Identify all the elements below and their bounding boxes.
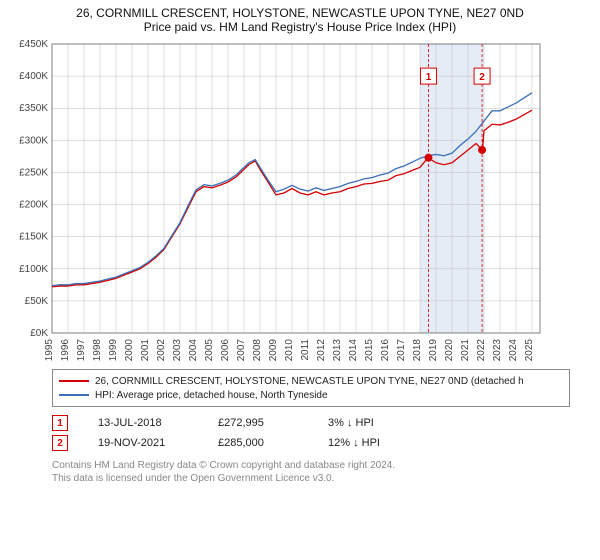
svg-text:2011: 2011 [300,339,311,361]
svg-text:2009: 2009 [268,339,279,362]
svg-text:2003: 2003 [172,339,183,362]
svg-text:£350K: £350K [19,103,48,114]
legend-label: 26, CORNMILL CRESCENT, HOLYSTONE, NEWCAS… [95,376,524,387]
svg-text:£300K: £300K [19,135,48,146]
legend-swatch [59,394,89,396]
svg-text:£100K: £100K [19,264,48,275]
marker-date: 19-NOV-2021 [98,437,188,449]
svg-text:2013: 2013 [332,339,343,362]
svg-text:1997: 1997 [76,339,87,362]
svg-text:1: 1 [426,72,432,83]
svg-text:2017: 2017 [396,339,407,362]
svg-text:2002: 2002 [156,339,167,362]
svg-text:1999: 1999 [108,339,119,362]
svg-text:2022: 2022 [476,339,487,362]
marker-price: £272,995 [218,417,298,429]
copyright-line: Contains HM Land Registry data © Crown c… [52,459,570,472]
marker-delta: 3% ↓ HPI [328,417,374,429]
svg-text:2007: 2007 [236,339,247,362]
svg-text:£450K: £450K [19,40,48,50]
svg-text:£50K: £50K [25,296,49,307]
svg-text:2019: 2019 [428,339,439,362]
svg-text:2005: 2005 [204,339,215,362]
svg-text:£0K: £0K [30,328,48,339]
svg-text:2004: 2004 [188,339,199,362]
svg-text:2025: 2025 [524,339,535,362]
svg-text:2018: 2018 [412,339,423,362]
svg-text:2010: 2010 [284,339,295,362]
svg-text:2023: 2023 [492,339,503,362]
title-subtitle: Price paid vs. HM Land Registry's House … [8,20,592,34]
svg-text:£150K: £150K [19,232,48,243]
marker-table: 1 13-JUL-2018 £272,995 3% ↓ HPI 2 19-NOV… [52,413,570,453]
marker-number-box: 2 [52,435,68,451]
svg-text:1996: 1996 [60,339,71,362]
svg-text:1998: 1998 [92,339,103,362]
svg-text:1995: 1995 [44,339,55,362]
svg-text:2000: 2000 [124,339,135,362]
svg-text:2: 2 [479,72,485,83]
legend-label: HPI: Average price, detached house, Nort… [95,390,328,401]
svg-text:£400K: £400K [19,71,48,82]
svg-text:2012: 2012 [316,339,327,362]
chart-header: 26, CORNMILL CRESCENT, HOLYSTONE, NEWCAS… [0,0,600,34]
svg-text:2014: 2014 [348,339,359,362]
marker-date: 13-JUL-2018 [98,417,188,429]
svg-text:£200K: £200K [19,200,48,211]
svg-text:£250K: £250K [19,167,48,178]
svg-text:2015: 2015 [364,339,375,362]
svg-text:2020: 2020 [444,339,455,362]
legend: 26, CORNMILL CRESCENT, HOLYSTONE, NEWCAS… [52,369,570,407]
svg-text:2001: 2001 [140,339,151,362]
marker-number-box: 1 [52,415,68,431]
svg-text:2024: 2024 [508,339,519,362]
legend-item: HPI: Average price, detached house, Nort… [59,388,563,402]
svg-text:2008: 2008 [252,339,263,362]
price-chart: £0K £50K £100K £150K £200K £250K £300K £350K £40… [8,40,592,365]
legend-item: 26, CORNMILL CRESCENT, HOLYSTONE, NEWCAS… [59,374,563,388]
marker-row: 2 19-NOV-2021 £285,000 12% ↓ HPI [52,433,570,453]
legend-swatch [59,380,89,382]
svg-text:2021: 2021 [460,339,471,362]
marker-price: £285,000 [218,437,298,449]
title-address: 26, CORNMILL CRESCENT, HOLYSTONE, NEWCAS… [8,6,592,20]
svg-text:2016: 2016 [380,339,391,362]
marker-row: 1 13-JUL-2018 £272,995 3% ↓ HPI [52,413,570,433]
svg-text:2006: 2006 [220,339,231,362]
marker-delta: 12% ↓ HPI [328,437,380,449]
copyright: Contains HM Land Registry data © Crown c… [52,459,570,485]
copyright-line: This data is licensed under the Open Gov… [52,472,570,485]
